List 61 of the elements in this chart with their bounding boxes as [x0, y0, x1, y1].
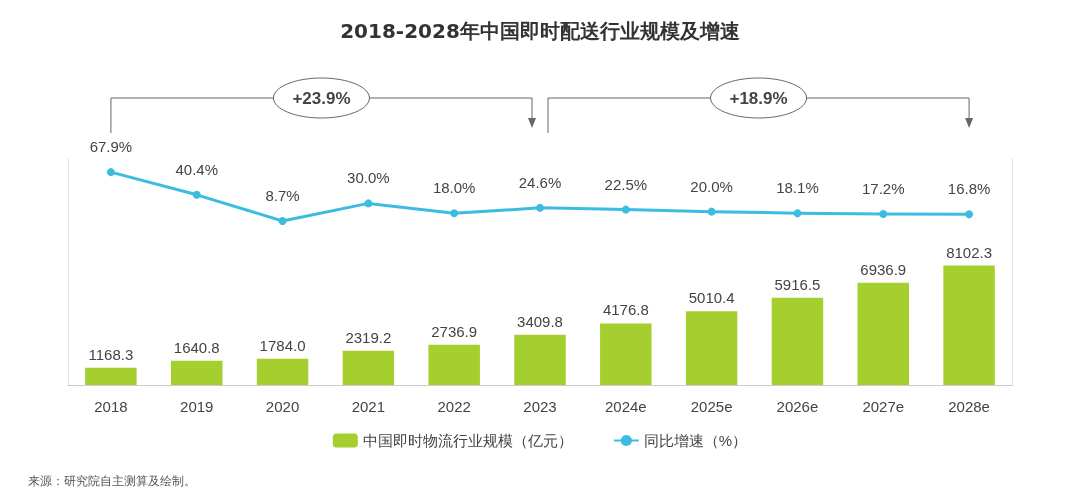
point: [278, 216, 287, 225]
x-tick-label: 2019: [180, 398, 214, 415]
point: [364, 199, 373, 208]
data-label: 3409.8: [517, 312, 563, 330]
bar: [685, 311, 738, 385]
point: [536, 203, 544, 212]
point: [450, 209, 459, 218]
point: [793, 209, 802, 218]
bar: [514, 334, 566, 385]
point: [965, 210, 974, 219]
x-tick-label: 2026e: [776, 398, 819, 415]
legend-label: 中国即时物流行业规模（亿元）: [362, 432, 573, 449]
x-tick-label: 2023: [523, 398, 557, 415]
point: [621, 205, 630, 214]
x-tick-label: 2027e: [862, 398, 905, 415]
bar: [943, 265, 995, 385]
data-label: 5916.5: [774, 275, 821, 293]
x-tick-label: 2028e: [948, 398, 990, 415]
data-label: 2319.2: [345, 328, 392, 346]
data-label: 8.7%: [265, 186, 300, 204]
data-label: 2736.9: [431, 322, 478, 340]
source-note: 来源：研究院自主测算及绘制。: [28, 474, 196, 488]
text: +18.9%: [729, 88, 788, 108]
data-label: 17.2%: [862, 179, 905, 197]
data-label: 22.5%: [604, 175, 648, 193]
x-tick-label: 2025e: [690, 398, 733, 415]
data-label: 1640.8: [173, 338, 220, 356]
bar: [256, 358, 309, 385]
data-label: 30.0%: [347, 169, 390, 187]
data-label: 18.1%: [776, 179, 819, 197]
data-label: 18.0%: [432, 179, 476, 197]
data-label: 24.6%: [518, 173, 562, 191]
data-label: 6936.9: [860, 260, 907, 278]
point: [192, 190, 201, 199]
data-label: 20.0%: [690, 177, 733, 195]
x-tick-label: 2022: [437, 398, 471, 415]
data-label: 1168.3: [88, 345, 134, 363]
bar: [342, 350, 395, 385]
point: [879, 209, 888, 218]
data-label: 16.8%: [947, 180, 991, 198]
point: [707, 207, 716, 216]
bar: [600, 323, 652, 385]
legend-label: 同比增速（%）: [643, 432, 748, 449]
point: [106, 168, 115, 177]
bar: [85, 367, 137, 385]
text: +23.9%: [292, 88, 351, 108]
bar: [170, 360, 223, 385]
bar: [771, 297, 824, 385]
chart-title: 2018-2028年中国即时配送行业规模及增速: [340, 19, 740, 43]
data-label: 4176.8: [602, 301, 649, 319]
x-tick-label: 2021: [351, 398, 386, 415]
bar: [428, 344, 480, 385]
bar: [857, 282, 910, 385]
data-label: 1784.0: [259, 336, 306, 354]
data-label: 5010.4: [688, 289, 735, 307]
data-label: 40.4%: [175, 160, 218, 178]
x-tick-label: 2024e: [604, 398, 647, 415]
data-label: 8102.3: [946, 243, 993, 261]
data-label: 67.9%: [89, 138, 133, 156]
x-tick-label: 2020: [265, 398, 300, 415]
x-tick-label: 2018: [94, 398, 128, 415]
